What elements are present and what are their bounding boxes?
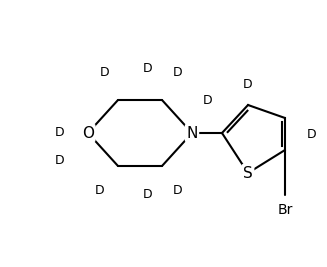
Text: D: D <box>243 78 253 92</box>
Text: S: S <box>243 166 253 180</box>
Text: D: D <box>173 65 183 78</box>
Text: D: D <box>173 183 183 197</box>
Text: O: O <box>82 125 94 140</box>
Text: D: D <box>307 128 317 142</box>
Text: D: D <box>100 65 110 78</box>
Text: D: D <box>143 189 153 202</box>
Text: N: N <box>186 125 198 140</box>
Text: D: D <box>95 183 105 197</box>
Text: Br: Br <box>277 203 293 217</box>
Text: D: D <box>203 93 213 107</box>
Text: D: D <box>143 61 153 74</box>
Text: D: D <box>55 127 65 139</box>
Text: D: D <box>55 154 65 167</box>
